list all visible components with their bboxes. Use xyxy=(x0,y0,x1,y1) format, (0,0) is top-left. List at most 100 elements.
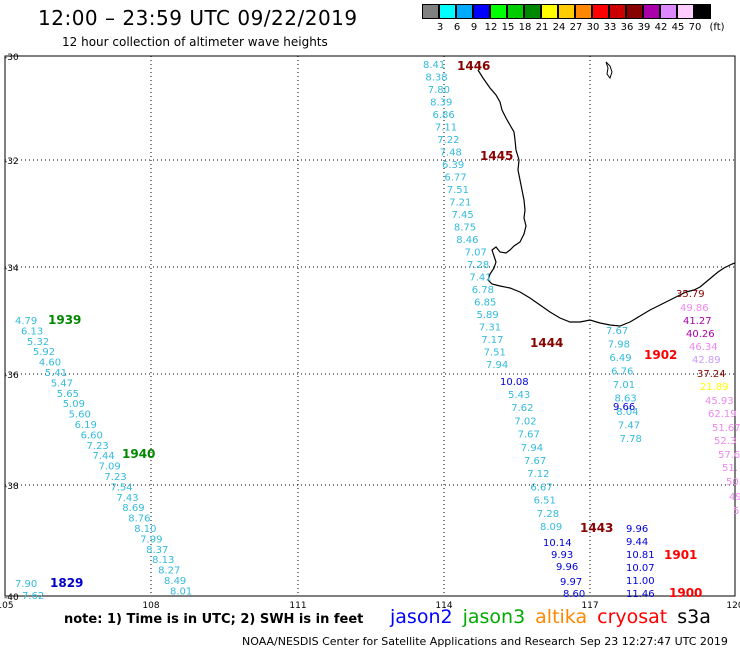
coastline-mainland xyxy=(477,69,736,327)
wave-height-label: 7.23 xyxy=(87,441,109,452)
wave-height-label: 6.67 xyxy=(530,482,552,493)
legend-label: 33 xyxy=(603,22,617,33)
wave-height-label: 7.12 xyxy=(527,469,549,480)
wave-height-label: 52.3 xyxy=(714,436,736,447)
wave-labels: 8.41 8.387.80 8.396.86 7.117.22 7.486.39 6.77… xyxy=(15,59,740,602)
wave-height-label: 7.45 xyxy=(452,210,474,221)
coastline xyxy=(477,61,736,327)
wave-height-label: 5.60 xyxy=(69,410,91,421)
wave-height-label: 51. xyxy=(722,463,738,474)
legend-label: 12 xyxy=(484,22,498,33)
legend-swatch xyxy=(473,4,490,19)
legend-swatch xyxy=(422,4,439,19)
lon-label: 117 xyxy=(581,601,598,611)
wave-height-label: 7.23 xyxy=(104,472,126,483)
wave-height-label: 7.11 xyxy=(435,123,457,134)
pass-time-label: 1902 xyxy=(644,348,677,362)
legend-label: 24 xyxy=(552,22,566,33)
wave-height-label: 7.51 xyxy=(484,348,506,359)
wave-height-label: 7.02 xyxy=(514,416,536,427)
wave-height-label: 9.66 xyxy=(613,402,635,413)
legend-swatch xyxy=(660,4,677,19)
wave-height-label: 7.67 xyxy=(524,456,546,467)
wave-height-label: 7.43 xyxy=(116,493,138,504)
wave-height-label: 6.78 xyxy=(472,285,494,296)
wave-height-label: 6.51 xyxy=(534,496,556,507)
wave-height-label: 8.76 xyxy=(128,514,150,525)
wave-height-label: 8.41 xyxy=(423,60,445,71)
wave-height-label: 35.79 xyxy=(676,289,705,300)
wave-height-label: 7.44 xyxy=(93,451,115,462)
wave-height-label: 6.60 xyxy=(81,430,103,441)
wave-height-label: 10.08 xyxy=(500,377,529,388)
wave-height-label: 8.38 xyxy=(425,73,447,84)
wave-height-label: 40.26 xyxy=(686,329,715,340)
wave-height-label: 6.49 xyxy=(609,353,631,364)
wave-height-label: 5.65 xyxy=(57,389,79,400)
legend-label: 42 xyxy=(654,22,668,33)
map-title: 12:00 – 23:59 UTC 09/22/2019 xyxy=(38,6,358,30)
wave-height-label: 6.77 xyxy=(444,173,466,184)
wave-height-label: 50. xyxy=(733,506,740,517)
wave-height-label: 7.28 xyxy=(537,509,559,520)
pass-time-label: 1939 xyxy=(48,313,81,327)
units-note: note: 1) Time is in UTC; 2) SWH is in fe… xyxy=(64,612,364,627)
coastline-islet xyxy=(605,61,613,80)
legend-swatch xyxy=(643,4,660,19)
lon-label: 120 xyxy=(726,601,740,611)
wave-height-label: 8.60 xyxy=(563,589,585,600)
wave-height-label: 9.97 xyxy=(560,577,582,588)
wave-height-label: 49.86 xyxy=(680,303,709,314)
wave-height-label: 8.75 xyxy=(454,223,476,234)
wave-height-label: 8.39 xyxy=(430,98,452,109)
legend-swatch xyxy=(456,4,473,19)
wave-height-label: 7.07 xyxy=(465,248,487,259)
wave-height-label: 7.01 xyxy=(613,380,635,391)
legend-unit: (ft) xyxy=(709,22,725,33)
satellite-label-jason3: jason3 xyxy=(462,606,526,628)
wave-height-label: 45.93 xyxy=(705,396,734,407)
lat-label: -36 xyxy=(4,371,19,381)
wave-height-label: 46.34 xyxy=(689,342,718,353)
wave-height-label: 51.67 xyxy=(712,423,740,434)
wave-height-label: 7.41 xyxy=(469,273,491,284)
pass-time-label: 1900 xyxy=(669,586,702,600)
wave-height-label: 21.89 xyxy=(700,382,729,393)
wave-height-label: 6.19 xyxy=(75,420,97,431)
legend-swatch xyxy=(626,4,643,19)
wave-height-label: 5.92 xyxy=(33,347,55,358)
wave-height-label: 49. xyxy=(729,492,740,503)
wave-height-label: 8.69 xyxy=(122,503,144,514)
wave-height-label: 7.09 xyxy=(98,462,120,473)
satellite-legend: jason2 jason3 altika cryosat s3a xyxy=(390,606,721,628)
wave-height-label: 9.93 xyxy=(551,550,573,561)
wave-height-label: 8.63 xyxy=(615,394,637,405)
wave-height-label: 11.46 xyxy=(626,589,655,600)
wave-height-label: 7.47 xyxy=(618,421,640,432)
wave-height-label: 7.94 xyxy=(486,360,508,371)
legend-swatch xyxy=(541,4,558,19)
wave-height-label: 5.47 xyxy=(51,378,73,389)
legend-swatch xyxy=(490,4,507,19)
wave-height-label: 5.43 xyxy=(508,390,530,401)
wave-height-label: 10.81 xyxy=(626,550,655,561)
wave-height-label: 7.80 xyxy=(428,85,450,96)
legend-label: 21 xyxy=(535,22,549,33)
wave-height-label: 7.51 xyxy=(447,185,469,196)
wave-height-label: 7.22 xyxy=(437,135,459,146)
wave-height-label: 6.76 xyxy=(611,367,633,378)
wave-height-label: 7.62 xyxy=(511,403,533,414)
wave-height-label: 7.67 xyxy=(606,326,628,337)
wave-height-label: 4.60 xyxy=(39,358,61,369)
legend-label: 18 xyxy=(518,22,532,33)
legend-label: 15 xyxy=(501,22,515,33)
wave-height-label: 10.14 xyxy=(543,538,572,549)
legend-swatch xyxy=(507,4,524,19)
pass-time-label: 1444 xyxy=(530,336,563,350)
map-subtitle: 12 hour collection of altimeter wave hei… xyxy=(62,35,328,49)
wave-height-label: 57.6 xyxy=(718,450,740,461)
wave-height-label: 7.94 xyxy=(521,443,543,454)
wave-height-label: 6.85 xyxy=(474,298,496,309)
lon-label: 114 xyxy=(435,601,452,611)
